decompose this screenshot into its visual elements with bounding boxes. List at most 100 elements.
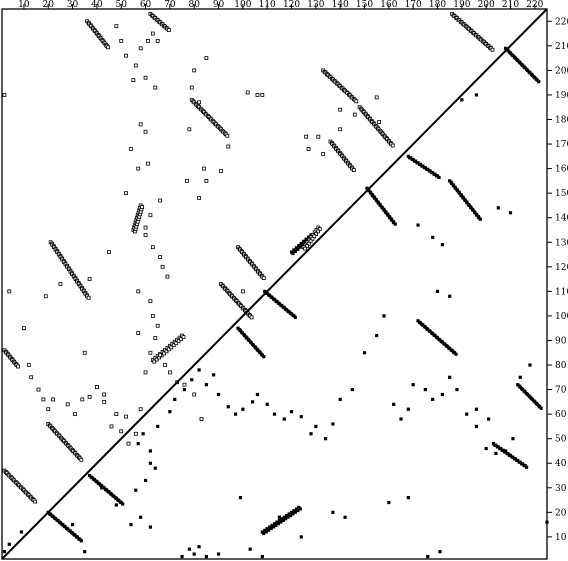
contact-point-filled [426, 554, 430, 559]
contact-point-filled [399, 417, 403, 421]
y-tick-label: 50 [555, 435, 567, 445]
contact-cell-filled [79, 539, 83, 543]
contact-point-filled [474, 93, 479, 97]
x-tick-label: 40 [91, 0, 103, 10]
contact-cell-outline [167, 347, 171, 352]
contact-marks [2, 12, 549, 559]
contact-point-filled [343, 515, 347, 519]
x-axis-top: 10 20 30 40 50 60 70 80 90 100 110 120 130 140 150 160 1… [18, 0, 544, 10]
x-tick-label: 220 [526, 0, 543, 10]
contact-point-outline [119, 429, 124, 434]
y-tick-label: 30 [555, 484, 567, 494]
y-tick-label: 90 [555, 336, 567, 346]
contact-cell-filled [264, 530, 268, 534]
contact-point-outline [143, 225, 148, 230]
contact-point-outline [226, 144, 231, 149]
contact-point-filled [141, 432, 145, 436]
contact-point-filled [19, 530, 24, 534]
contact-point-filled [406, 496, 410, 500]
contact-cell-filled [284, 517, 288, 521]
contact-point-outline [153, 336, 158, 340]
contact-point-outline [148, 299, 153, 304]
contact-point-filled [474, 407, 479, 411]
contact-point-outline [143, 129, 148, 134]
contact-point-filled [114, 503, 118, 507]
contact-cell-filled [293, 249, 298, 254]
x-tick-label: 170 [405, 0, 422, 10]
contact-point-outline [73, 412, 77, 417]
contact-point-outline [204, 56, 209, 61]
contact-point-filled [518, 375, 522, 379]
contact-point-filled [309, 432, 313, 436]
contact-point-filled [238, 496, 243, 500]
contact-point-filled [139, 515, 143, 519]
contact-point-filled [143, 478, 148, 483]
contact-cell-filled [393, 222, 397, 226]
contact-point-filled [460, 98, 464, 102]
contact-point-filled [241, 407, 245, 411]
contact-cell-filled [454, 352, 458, 356]
contact-point-outline [321, 151, 326, 156]
contact-point-outline [150, 245, 155, 250]
contact-cell-outline [303, 246, 308, 251]
y-tick-label: 210 [555, 42, 568, 52]
contact-point-filled [440, 243, 444, 247]
contact-cell-filled [274, 523, 278, 527]
contact-point-filled [448, 294, 452, 298]
contact-point-outline [202, 166, 206, 171]
contact-point-filled [197, 368, 201, 372]
contact-cell-filled [262, 355, 266, 359]
contact-point-filled [2, 550, 7, 554]
x-tick-label: 70 [164, 0, 176, 10]
contact-point-filled [494, 451, 498, 456]
contact-point-filled [204, 554, 208, 559]
x-tick-label: 160 [380, 0, 397, 10]
x-tick-label: 80 [188, 0, 200, 10]
y-tick-label: 220 [555, 17, 568, 27]
contact-point-filled [83, 550, 87, 554]
contact-point-filled [153, 466, 157, 470]
contact-point-filled [148, 525, 153, 529]
contact-point-outline [143, 75, 148, 80]
contact-point-filled [136, 441, 140, 446]
contact-point-outline [94, 385, 99, 390]
contact-point-filled [173, 397, 177, 402]
y-tick-label: 200 [555, 66, 568, 76]
contact-cell-filled [121, 502, 125, 506]
contact-cell-filled [301, 243, 305, 247]
contact-point-outline [136, 331, 141, 336]
contact-point-filled [382, 314, 386, 318]
contact-point-outline [306, 147, 311, 151]
contact-point-outline [158, 198, 163, 203]
contact-point-outline [338, 127, 343, 132]
contact-point-outline [260, 93, 265, 97]
x-tick-label: 10 [18, 0, 30, 10]
x-tick-label: 30 [67, 0, 79, 10]
contact-cell-filled [524, 465, 529, 469]
contact-point-outline [146, 39, 150, 43]
contact-point-filled [455, 387, 459, 392]
y-axis-right: 10 20 30 40 50 60 70 80 90 100 110 120 130 140 150 160 1… [547, 17, 568, 543]
y-tick-label: 190 [555, 91, 568, 101]
contact-point-outline [114, 24, 119, 29]
contact-point-outline [199, 417, 204, 421]
y-tick-label: 20 [555, 508, 567, 518]
x-tick-label: 140 [332, 0, 349, 10]
y-tick-label: 40 [555, 459, 567, 469]
contact-point-outline [148, 350, 153, 355]
contact-point-filled [338, 397, 342, 402]
contact-point-outline [124, 191, 128, 196]
contact-cell-filled [291, 512, 295, 516]
contact-point-outline [155, 323, 160, 328]
contact-point-outline [158, 353, 163, 358]
contact-point-filled [216, 552, 221, 556]
contact-cell-filled [267, 528, 271, 532]
contact-point-outline [143, 232, 148, 237]
contact-point-filled [387, 500, 391, 505]
contact-point-outline [187, 127, 192, 132]
contact-cell-filled [296, 508, 300, 513]
x-tick-label: 100 [234, 0, 251, 10]
contact-point-filled [331, 510, 335, 514]
contact-point-filled [392, 402, 396, 406]
contact-point-outline [316, 134, 321, 139]
